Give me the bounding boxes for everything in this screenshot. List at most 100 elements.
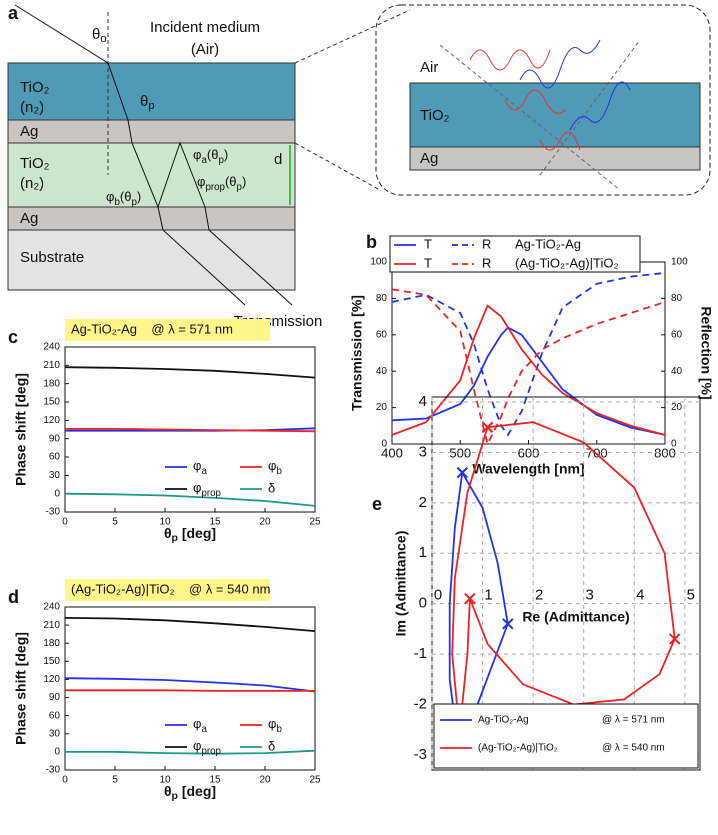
legend-group: Ag-TiO₂-Ag bbox=[515, 236, 581, 251]
legend-label: δ bbox=[268, 480, 275, 495]
thickness-label: d bbox=[274, 151, 282, 168]
y-tick-label: 100 bbox=[370, 257, 387, 268]
x-tick-label: 0 bbox=[62, 775, 68, 786]
y-tick-label: 180 bbox=[43, 378, 60, 389]
legend-label: R bbox=[482, 236, 491, 251]
inset-rays bbox=[439, 39, 641, 191]
layer-label: (n₂) bbox=[20, 99, 44, 116]
layer-label: Ag bbox=[20, 123, 38, 140]
y-tick-label: 120 bbox=[43, 415, 60, 426]
y-tick-label: 4 bbox=[419, 393, 427, 410]
y-tick-label: -3 bbox=[414, 746, 427, 763]
series-line bbox=[391, 304, 666, 436]
x-tick-label: 2 bbox=[535, 587, 543, 604]
y-axis-label: Phase shift [deg] bbox=[13, 373, 29, 486]
y2-tick-label: 20 bbox=[671, 402, 683, 413]
series-line bbox=[65, 749, 316, 755]
y-tick-label: 120 bbox=[43, 674, 60, 685]
y-tick-label: 210 bbox=[43, 360, 60, 371]
x-axis-label: Re (Admittance) bbox=[522, 608, 629, 624]
y-tick-label: -30 bbox=[46, 507, 61, 518]
legend-label: (Ag-TiO₂-Ag)|TiO₂ bbox=[478, 743, 558, 754]
y-tick-label: 60 bbox=[49, 452, 61, 463]
panel-label: e bbox=[372, 494, 382, 514]
marker bbox=[464, 592, 476, 605]
wave bbox=[519, 39, 631, 131]
legend-label: φb​ bbox=[268, 458, 282, 476]
layer-label: (n₂) bbox=[20, 175, 44, 192]
layer bbox=[7, 206, 296, 231]
y-tick-label: 30 bbox=[49, 470, 61, 481]
y-tick-label: 0 bbox=[54, 488, 60, 499]
plot-frame bbox=[391, 261, 666, 445]
x-axis-label: θp​ [deg] bbox=[164, 783, 216, 802]
layer bbox=[7, 229, 296, 291]
legend-box bbox=[389, 235, 641, 273]
y-tick-label: -30 bbox=[46, 765, 61, 776]
series-line bbox=[391, 326, 666, 436]
y-tick-label: 240 bbox=[43, 342, 60, 353]
x-tick-label: 3 bbox=[586, 587, 594, 604]
layer-label: Substrate bbox=[20, 249, 84, 266]
x-tick-label: 5 bbox=[112, 775, 118, 786]
y-tick-label: 90 bbox=[49, 433, 61, 444]
chart-title: Ag-TiO₂-Ag @ λ = 571 nm bbox=[71, 321, 233, 336]
x-tick-label: 5 bbox=[687, 587, 695, 604]
layer-label: Ag bbox=[20, 210, 38, 227]
rays bbox=[14, 4, 293, 306]
layer bbox=[7, 62, 296, 121]
series-line bbox=[64, 617, 316, 632]
y-tick-label: 1 bbox=[419, 544, 427, 561]
y-tick-label: 150 bbox=[43, 656, 60, 667]
zoom-line bbox=[294, 142, 381, 191]
x-tick-label: 0 bbox=[62, 517, 68, 528]
x-tick-label: 25 bbox=[309, 517, 321, 528]
x-tick-label: 400 bbox=[381, 445, 403, 460]
panel-label: d bbox=[8, 587, 19, 607]
angle: θp​ bbox=[140, 93, 155, 112]
series-line bbox=[391, 288, 666, 447]
inset-layer bbox=[409, 146, 701, 171]
y2-tick-label: 100 bbox=[671, 257, 688, 268]
y-axis-label: Transmission [%] bbox=[349, 295, 365, 411]
chart-title: (Ag-TiO₂-Ag)|TiO₂ @ λ = 540 nm bbox=[71, 581, 270, 596]
y-tick-label: 90 bbox=[49, 692, 61, 703]
y-axis-label: Im (Admittance) bbox=[393, 531, 409, 637]
layer bbox=[7, 119, 296, 144]
series-line bbox=[65, 689, 315, 692]
marker bbox=[481, 421, 494, 433]
x-tick-label: 20 bbox=[259, 775, 271, 786]
y-tick-label: 3 bbox=[419, 443, 427, 460]
legend-label: T bbox=[424, 236, 432, 251]
legend-label: φa​ bbox=[193, 716, 207, 734]
angle: θo​ bbox=[92, 26, 107, 45]
marker bbox=[502, 618, 514, 630]
x-axis-label: Wavelength [nm] bbox=[472, 461, 584, 477]
legend-label: R bbox=[482, 255, 491, 270]
legend-label: δ bbox=[268, 738, 275, 753]
y-tick-label: 0 bbox=[381, 439, 387, 450]
x-tick-label: 25 bbox=[309, 775, 321, 786]
legend-note: @ λ = 540 nm bbox=[602, 743, 665, 754]
legend-label: φb​ bbox=[268, 716, 282, 734]
y-tick-label: 0 bbox=[54, 747, 60, 758]
x-axis-label: θp​ [deg] bbox=[164, 525, 216, 544]
plot-frame bbox=[64, 606, 316, 771]
legend-label: φa​ bbox=[193, 458, 207, 476]
layer-label: TiO₂ bbox=[20, 79, 50, 96]
y-tick-label: 240 bbox=[43, 602, 60, 613]
y2-tick-label: 40 bbox=[671, 366, 683, 377]
legend-label: Ag-TiO₂-Ag bbox=[478, 715, 529, 726]
panel-label: b bbox=[366, 232, 377, 252]
legend-label: T bbox=[424, 255, 432, 270]
y-tick-label: 60 bbox=[376, 329, 388, 340]
x-tick-label: 0 bbox=[434, 587, 442, 604]
y2-tick-label: 60 bbox=[671, 329, 683, 340]
series-line bbox=[448, 469, 509, 745]
x-tick-label: 5 bbox=[112, 517, 118, 528]
wave bbox=[469, 49, 581, 151]
y2-axis-label: Reflection [%] bbox=[698, 306, 714, 399]
inset bbox=[375, 4, 711, 196]
y-tick-label: -1 bbox=[414, 645, 427, 662]
phase-label: φb​(θp​) bbox=[106, 189, 141, 207]
